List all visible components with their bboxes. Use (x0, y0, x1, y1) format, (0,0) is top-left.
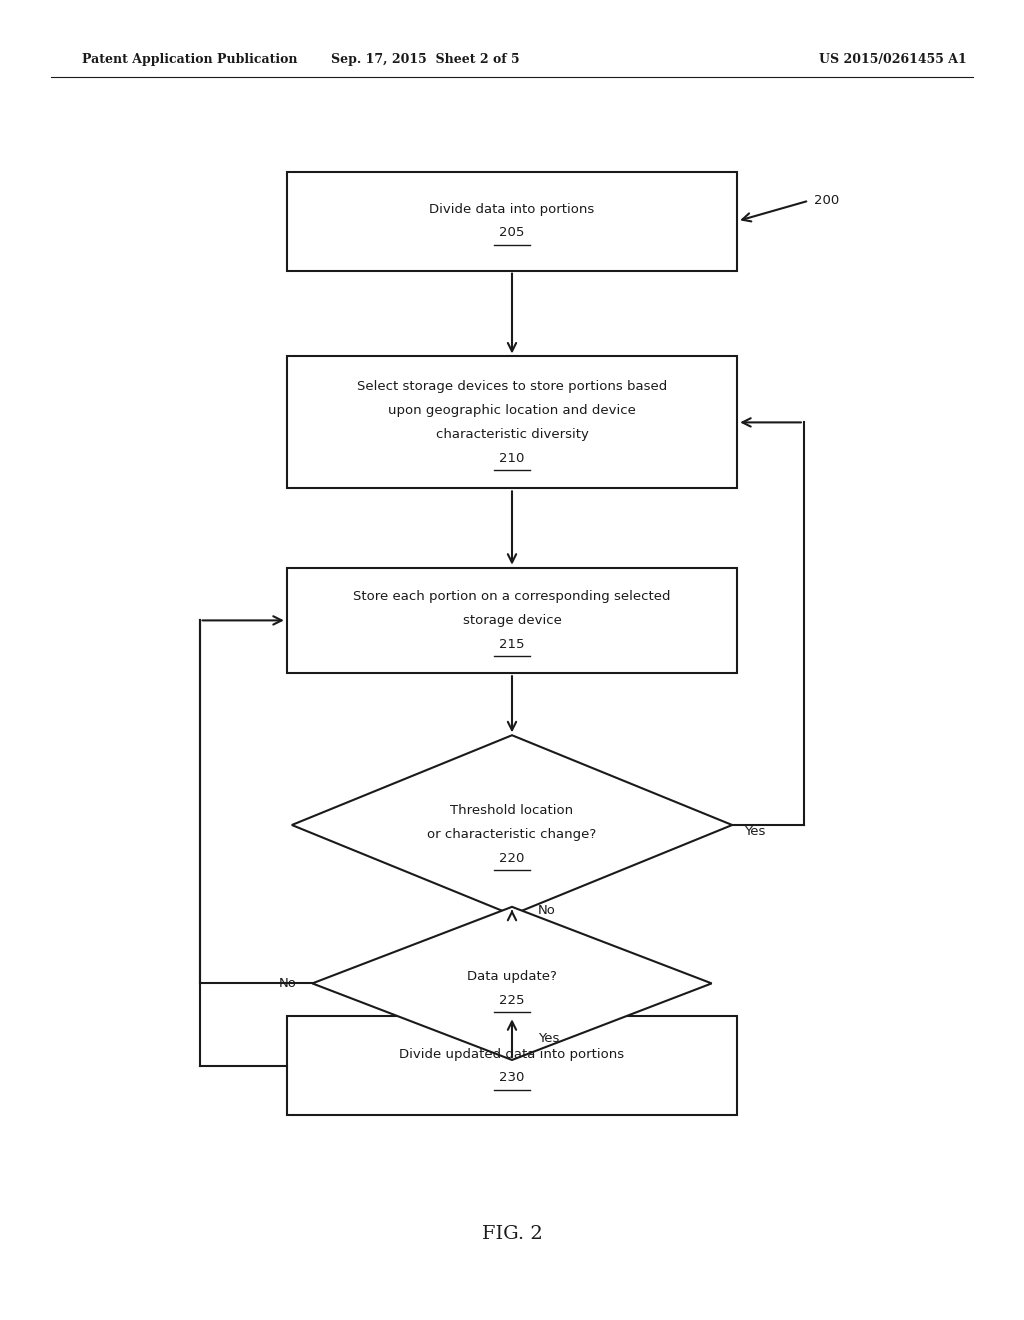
Text: Store each portion on a corresponding selected: Store each portion on a corresponding se… (353, 590, 671, 603)
Text: US 2015/0261455 A1: US 2015/0261455 A1 (819, 53, 967, 66)
Text: Yes: Yes (538, 1032, 559, 1044)
Text: 205: 205 (500, 227, 524, 239)
Text: 220: 220 (500, 851, 524, 865)
FancyBboxPatch shape (287, 356, 737, 488)
Text: Sep. 17, 2015  Sheet 2 of 5: Sep. 17, 2015 Sheet 2 of 5 (331, 53, 519, 66)
Polygon shape (312, 907, 712, 1060)
Text: Data update?: Data update? (467, 970, 557, 983)
FancyBboxPatch shape (287, 568, 737, 673)
Text: 210: 210 (500, 451, 524, 465)
Text: Patent Application Publication: Patent Application Publication (82, 53, 297, 66)
Text: upon geographic location and device: upon geographic location and device (388, 404, 636, 417)
Text: 215: 215 (500, 638, 524, 651)
Text: Yes: Yes (744, 825, 766, 838)
Text: FIG. 2: FIG. 2 (481, 1225, 543, 1243)
Text: characteristic diversity: characteristic diversity (435, 428, 589, 441)
Text: storage device: storage device (463, 614, 561, 627)
Text: No: No (538, 904, 555, 917)
Text: 200: 200 (814, 194, 840, 207)
Text: Threshold location: Threshold location (451, 804, 573, 817)
Text: 225: 225 (500, 994, 524, 1007)
Text: Select storage devices to store portions based: Select storage devices to store portions… (357, 380, 667, 393)
Polygon shape (292, 735, 732, 915)
FancyBboxPatch shape (287, 1016, 737, 1115)
Text: Divide updated data into portions: Divide updated data into portions (399, 1048, 625, 1060)
Text: No: No (280, 977, 297, 990)
FancyBboxPatch shape (287, 172, 737, 271)
Text: Divide data into portions: Divide data into portions (429, 203, 595, 215)
Text: or characteristic change?: or characteristic change? (427, 828, 597, 841)
Text: 230: 230 (500, 1072, 524, 1084)
